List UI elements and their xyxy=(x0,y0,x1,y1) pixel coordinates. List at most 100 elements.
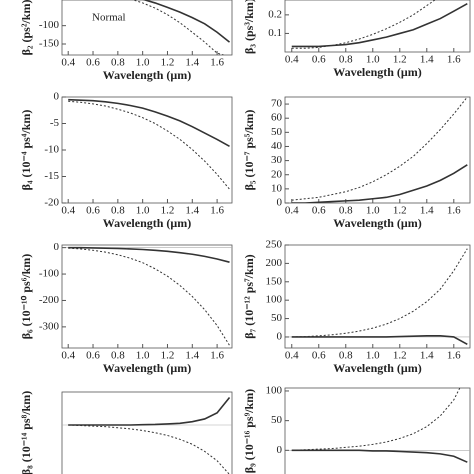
x-tick-label: 1.6 xyxy=(210,350,224,362)
y-tick-label: 250 xyxy=(266,239,283,251)
plot-frame xyxy=(61,96,233,204)
x-axis-label: Wavelength (μm) xyxy=(103,361,191,375)
x-tick-label: 1.2 xyxy=(161,57,175,69)
y-tick-label: -100 xyxy=(39,268,60,280)
y-tick-label: 50 xyxy=(271,414,283,426)
plot-area xyxy=(291,388,468,463)
line-series xyxy=(291,164,468,203)
x-tick-label: 0.4 xyxy=(61,57,75,69)
x-tick-label: 1.0 xyxy=(136,205,150,217)
y-axis-label: β₅ (10⁻⁷ ps⁵/km) xyxy=(242,110,256,191)
x-tick-label: 1.4 xyxy=(420,54,434,66)
x-tick-label: 1.4 xyxy=(185,350,199,362)
y-tick-label: 100 xyxy=(266,294,283,306)
x-tick-label: 1.4 xyxy=(185,205,199,217)
x-tick-label: 0.8 xyxy=(111,57,125,69)
y-axis-label: β₂ (ps²/km) xyxy=(19,0,33,55)
x-tick-label: 0.4 xyxy=(285,350,299,362)
x-tick-label: 1.2 xyxy=(393,205,407,217)
y-tick-label: 200 xyxy=(266,257,283,269)
x-tick-label: 0.8 xyxy=(111,205,125,217)
line-series xyxy=(142,0,231,43)
x-tick-label: 1.0 xyxy=(366,54,380,66)
y-axis-label: β₉ (10⁻¹⁶ ps⁹/km) xyxy=(242,389,256,473)
plot-frame xyxy=(61,0,233,56)
y-axis-label: β₆ (10⁻¹⁰ ps⁶/km) xyxy=(19,254,33,340)
plot-area xyxy=(68,98,230,190)
x-tick-label: 1.0 xyxy=(366,350,380,362)
line-series xyxy=(68,246,230,263)
x-tick-label: 0.8 xyxy=(339,350,353,362)
y-axis-label: β₃ (ps³/km) xyxy=(242,0,256,54)
x-tick-label: 1.4 xyxy=(185,57,199,69)
x-tick-label: 1.6 xyxy=(210,205,224,217)
line-series xyxy=(291,335,468,346)
x-tick-label: 0.6 xyxy=(86,350,100,362)
x-axis-label: Wavelength (μm) xyxy=(333,361,421,375)
plot-frame xyxy=(284,96,471,204)
y-tick-label: -5 xyxy=(50,117,60,129)
line-series xyxy=(291,3,468,48)
y-axis-label: β₇ (10⁻¹² ps⁷/km) xyxy=(242,254,256,338)
x-tick-label: 0.8 xyxy=(339,205,353,217)
y-tick-label: 0 xyxy=(277,197,283,209)
x-tick-label: 1.6 xyxy=(447,350,461,362)
plot-area xyxy=(132,0,231,55)
x-tick-label: 0.6 xyxy=(312,54,326,66)
line-series xyxy=(291,0,436,49)
x-tick-label: 1.6 xyxy=(447,54,461,66)
line-series xyxy=(68,396,231,426)
plot-area xyxy=(291,97,468,203)
y-tick-label: 50 xyxy=(271,126,283,138)
x-tick-label: 1.2 xyxy=(393,350,407,362)
x-axis-label: Wavelength (μm) xyxy=(333,216,421,230)
y-tick-label: 0 xyxy=(54,91,60,103)
plot-area xyxy=(291,248,468,346)
y-tick-label: 0.1 xyxy=(268,27,282,39)
line-series xyxy=(291,449,468,463)
line-series xyxy=(68,424,230,474)
y-tick-label: 0.2 xyxy=(268,8,282,20)
line-series xyxy=(68,100,230,190)
y-tick-label: 10 xyxy=(271,182,283,194)
line-series xyxy=(68,247,230,346)
y-tick-label: -100 xyxy=(39,19,60,31)
y-tick-label: 30 xyxy=(271,154,283,166)
y-tick-label: 150 xyxy=(266,275,283,287)
y-tick-label: -200 xyxy=(39,294,60,306)
y-tick-label: 20 xyxy=(271,168,283,180)
x-tick-label: 1.0 xyxy=(136,350,150,362)
y-tick-label: -150 xyxy=(39,38,60,50)
y-tick-label: -10 xyxy=(44,144,59,156)
x-tick-label: 0.4 xyxy=(285,205,299,217)
line-series xyxy=(291,248,468,338)
x-tick-label: 1.4 xyxy=(420,205,434,217)
x-tick-label: 0.8 xyxy=(111,350,125,362)
line-series xyxy=(291,97,468,201)
y-tick-label: 60 xyxy=(271,112,283,124)
x-tick-label: 1.2 xyxy=(161,350,175,362)
x-tick-label: 1.2 xyxy=(161,205,175,217)
plot-frame xyxy=(284,387,471,474)
y-tick-label: 0 xyxy=(54,241,60,253)
x-tick-label: 0.6 xyxy=(86,57,100,69)
y-tick-label: 100 xyxy=(266,384,283,396)
x-tick-label: 1.2 xyxy=(393,54,407,66)
x-axis-label: Wavelength (μm) xyxy=(333,65,421,79)
x-axis-label: Wavelength (μm) xyxy=(103,68,191,82)
y-tick-label: 50 xyxy=(271,312,283,324)
y-tick-label: 0 xyxy=(277,330,283,342)
x-tick-label: 1.6 xyxy=(210,57,224,69)
x-tick-label: 0.4 xyxy=(285,54,299,66)
x-axis-label: Wavelength (μm) xyxy=(103,216,191,230)
x-tick-label: 0.4 xyxy=(61,350,75,362)
x-tick-label: 0.4 xyxy=(61,205,75,217)
y-tick-label: 70 xyxy=(271,98,283,110)
line-series xyxy=(291,388,461,451)
line-series xyxy=(132,0,226,55)
y-tick-label: -300 xyxy=(39,320,60,332)
x-tick-label: 1.0 xyxy=(136,57,150,69)
y-axis-label: β₈ (10⁻¹⁴ ps⁸/km) xyxy=(19,391,33,474)
x-tick-label: 0.6 xyxy=(312,350,326,362)
